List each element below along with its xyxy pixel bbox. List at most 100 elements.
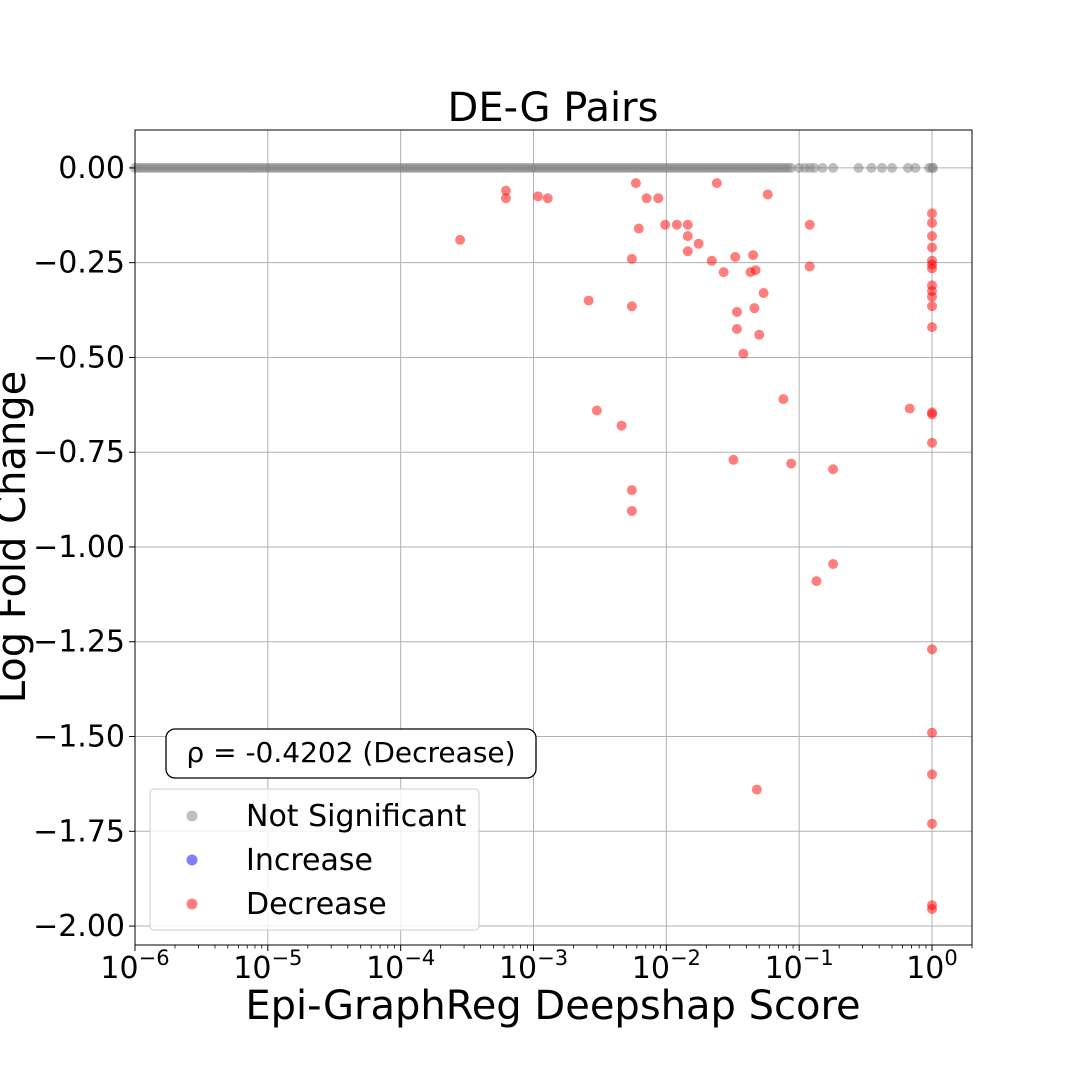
data-point <box>532 191 543 202</box>
legend-marker <box>186 854 198 866</box>
y-tick-label: −0.25 <box>33 246 125 281</box>
x-tick-label: 10−5 <box>233 946 302 986</box>
data-point <box>927 242 938 253</box>
data-point <box>500 193 511 204</box>
legend-box <box>149 788 480 931</box>
data-point <box>927 409 938 420</box>
x-tick-label: 10−2 <box>632 946 701 986</box>
correlation-annotation: ρ = -0.4202 (Decrease) <box>165 728 537 779</box>
data-point <box>730 251 741 262</box>
data-point <box>682 219 693 230</box>
data-point <box>630 178 641 189</box>
data-point <box>633 223 644 234</box>
data-point <box>927 263 938 274</box>
data-point <box>738 348 749 359</box>
data-point <box>786 458 797 469</box>
y-tick-label: −0.75 <box>33 435 125 470</box>
annotation-text: ρ = -0.4202 (Decrease) <box>186 736 515 769</box>
y-axis-label: Log Fold Change <box>0 371 35 704</box>
data-point <box>626 253 637 264</box>
y-tick-label: −0.50 <box>33 340 125 375</box>
data-point <box>817 162 828 173</box>
data-point <box>904 403 915 414</box>
data-point <box>671 219 682 230</box>
data-point <box>758 288 769 298</box>
x-tick-label: 10−4 <box>366 946 435 986</box>
data-point <box>751 784 762 795</box>
data-point <box>927 322 938 333</box>
data-point <box>927 291 938 302</box>
data-point <box>887 162 898 173</box>
data-point <box>682 246 693 257</box>
y-tick-label: 0.00 <box>58 151 125 186</box>
data-point <box>731 306 742 317</box>
data-point <box>927 231 938 242</box>
data-point <box>641 193 652 204</box>
data-point <box>927 208 938 219</box>
y-tick-label: −2.00 <box>33 909 125 944</box>
data-point <box>927 903 938 914</box>
data-point <box>626 505 637 516</box>
data-point <box>542 193 553 204</box>
legend-label: Decrease <box>246 887 387 922</box>
legend-label: Not Significant <box>246 799 467 834</box>
data-point <box>711 178 722 189</box>
data-point <box>786 162 796 173</box>
data-point <box>927 217 938 228</box>
data-point <box>927 437 938 448</box>
x-tick-label: 100 <box>906 946 958 986</box>
data-point <box>748 250 759 261</box>
legend-marker <box>186 810 198 822</box>
series-decrease <box>455 178 938 914</box>
data-point <box>762 189 773 200</box>
x-tick-label: 10−1 <box>765 946 834 986</box>
data-points <box>130 162 939 914</box>
legend-marker <box>186 898 198 910</box>
annotation-box <box>165 728 537 779</box>
data-point <box>706 255 717 266</box>
y-tick-label: −1.75 <box>33 814 125 849</box>
plot-frame <box>134 129 973 946</box>
data-point <box>626 485 637 496</box>
data-point <box>583 295 594 306</box>
data-point <box>927 818 938 829</box>
data-point <box>731 324 742 335</box>
data-point <box>828 162 839 173</box>
data-point <box>728 454 739 465</box>
y-tick-label: −1.50 <box>33 720 125 755</box>
data-point <box>866 162 877 173</box>
data-point <box>718 267 729 278</box>
x-tick-label: 10−3 <box>499 946 568 986</box>
data-point <box>927 301 938 312</box>
data-point <box>876 162 887 173</box>
data-point <box>927 644 938 655</box>
data-point <box>653 193 664 204</box>
data-point <box>828 559 839 570</box>
y-tick-label: −1.25 <box>33 625 125 660</box>
data-point <box>927 769 938 780</box>
data-point <box>626 301 637 312</box>
data-point <box>455 234 466 245</box>
legend: Not Significant Increase Decrease <box>149 788 480 931</box>
data-point <box>693 238 704 249</box>
data-point <box>804 261 815 272</box>
data-point <box>660 219 671 230</box>
x-tick-label: 10−6 <box>100 946 169 986</box>
data-point <box>903 162 914 173</box>
data-point <box>928 162 939 173</box>
data-point <box>809 162 820 173</box>
y-tick-label: −1.00 <box>33 530 125 565</box>
grid-lines <box>134 130 972 945</box>
data-point <box>927 727 938 738</box>
data-point <box>910 162 921 173</box>
data-point <box>811 576 822 587</box>
data-point <box>754 329 765 340</box>
data-point <box>804 219 815 230</box>
data-point <box>749 303 760 314</box>
axis-ticks: 10−6 10−5 10−4 10−3 10−2 10−1 100 0.00 −0.25 −0.5… <box>33 151 973 986</box>
data-point <box>750 265 761 276</box>
x-axis-label: Epi-GraphReg Deepshap Score <box>245 983 860 1029</box>
data-point <box>828 464 839 475</box>
chart-title: DE-G Pairs <box>448 85 659 131</box>
